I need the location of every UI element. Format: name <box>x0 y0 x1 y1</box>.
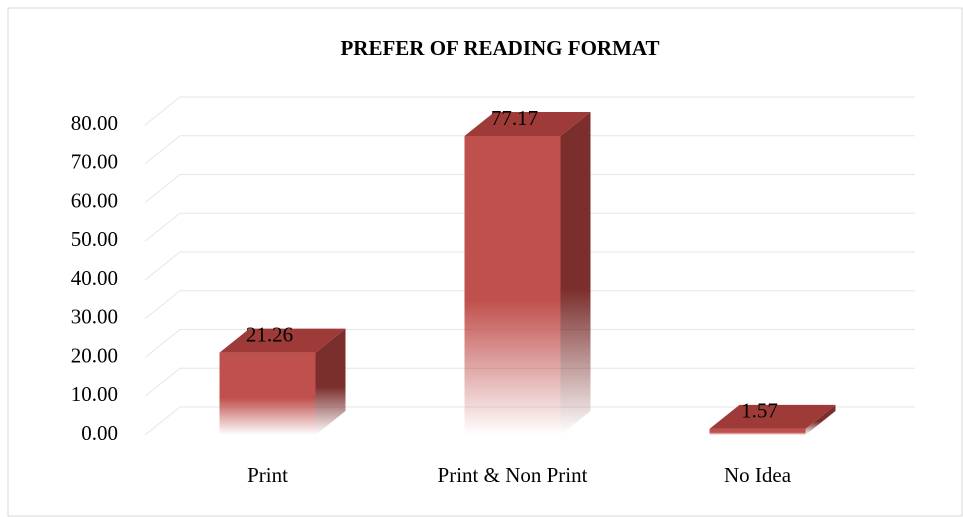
data-label: 21.26 <box>246 322 293 346</box>
grid-line <box>144 251 915 281</box>
y-tick-label: 20.00 <box>71 343 118 367</box>
bar-side <box>805 404 836 435</box>
y-tick-label: 80.00 <box>71 111 118 135</box>
bar <box>219 352 316 435</box>
bar-top <box>464 111 591 136</box>
grid-line <box>144 290 915 320</box>
y-tick-label: 70.00 <box>71 150 118 174</box>
bar-top <box>709 404 836 429</box>
y-tick-label: 0.00 <box>81 421 118 445</box>
y-tick-label: 60.00 <box>71 188 118 212</box>
chart-title: PREFER OF READING FORMAT <box>340 36 659 60</box>
bar <box>709 428 806 435</box>
grid-line <box>144 406 915 436</box>
bar-side <box>560 111 591 435</box>
x-tick-label: Print & Non Print <box>438 463 588 487</box>
y-tick-label: 50.00 <box>71 227 118 251</box>
grid-line <box>144 367 915 397</box>
x-tick-label: No Idea <box>724 463 792 487</box>
grid-line <box>144 135 915 165</box>
grid-line <box>144 329 915 358</box>
data-label: 1.57 <box>741 399 778 423</box>
data-label: 77.17 <box>491 106 538 130</box>
y-tick-label: 10.00 <box>71 382 118 406</box>
y-tick-label: 40.00 <box>71 266 118 290</box>
chart-border <box>7 7 963 517</box>
grid-line <box>144 174 915 203</box>
y-tick-label: 30.00 <box>71 305 118 329</box>
bar <box>464 135 561 435</box>
grid-line <box>144 212 915 242</box>
grid-line <box>144 96 915 126</box>
bar-side <box>315 328 346 435</box>
x-tick-label: Print <box>247 463 288 487</box>
bar-top <box>219 328 346 353</box>
